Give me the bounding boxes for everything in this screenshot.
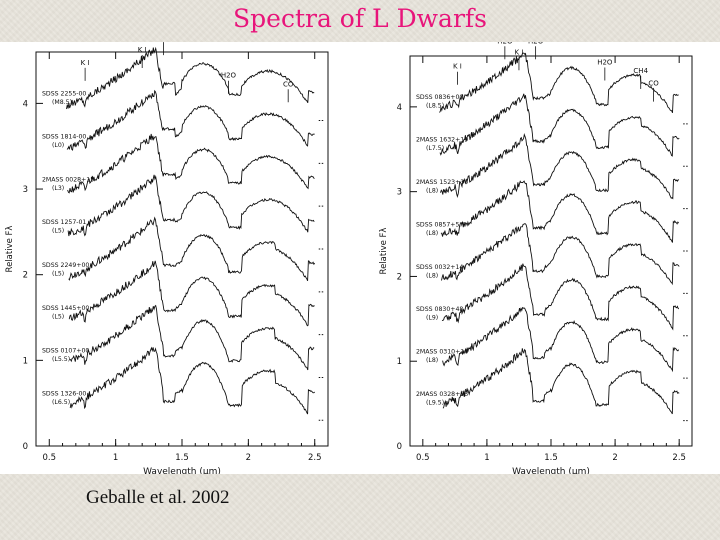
spectrum-line-1-4 [67, 174, 315, 237]
spectrum-line-2-6 [441, 263, 680, 331]
x-tick-label: 0.5 [416, 453, 430, 463]
series-label: SDSS 0830+48 [416, 306, 463, 313]
series-label: SDSS 0836+00 [416, 94, 463, 101]
series-type-label: (L3) [52, 185, 64, 192]
x-axis-label: Wavelength (μm) [512, 467, 590, 474]
series-label: SDSS 2249+00 [42, 262, 89, 269]
slide-title: Spectra of L Dwarfs [233, 4, 487, 33]
spectrum-line-2-7 [442, 306, 680, 373]
series-type-label: (L8) [426, 230, 438, 237]
feature-annotation: K I [453, 63, 462, 71]
series-type-label: (L7.5) [426, 145, 444, 152]
y-tick-label: 3 [23, 185, 28, 195]
y-tick-label: 0 [23, 442, 28, 452]
series-label: SDSS 1257-01 [42, 219, 86, 226]
series-label: 2MASS 0328+23 [416, 391, 468, 398]
y-tick-label: 1 [397, 357, 402, 367]
feature-annotation: K I [515, 48, 524, 56]
series-label: SDSS 1326-00 [42, 390, 86, 397]
series-type-label: (L8) [426, 188, 438, 195]
series-type-label: (L9) [426, 315, 438, 322]
feature-annotation: H2O [597, 58, 613, 66]
spectrum-line-1-5 [68, 216, 316, 282]
y-tick-label: 0 [397, 442, 402, 452]
series-type-label: (L6.5) [52, 399, 70, 406]
series-label: SDSS 0857+57 [416, 221, 463, 228]
series-label: SDSS 1814-00 [42, 134, 86, 141]
y-tick-label: 2 [397, 272, 402, 282]
x-tick-label: 1.5 [544, 453, 558, 463]
spectrum-line-2-8 [442, 348, 680, 415]
series-label: SDSS 1445+00 [42, 305, 89, 312]
x-tick-label: 2.5 [308, 453, 322, 463]
series-type-label: (L5.5) [52, 356, 70, 363]
series-label: 2MASS 1632+19 [416, 137, 468, 144]
spectrum-line-2-3 [440, 132, 680, 200]
feature-annotation: H2O [497, 42, 513, 45]
spectrum-line-2-1 [439, 52, 679, 114]
series-label: SDSS 2255-00 [42, 91, 86, 98]
spectrum-line-1-1 [66, 46, 315, 110]
y-tick-label: 2 [23, 271, 28, 281]
y-tick-label: 3 [397, 188, 402, 198]
spectrum-line-2-2 [439, 93, 680, 157]
feature-annotation: CO [283, 80, 294, 88]
y-tick-label: 1 [23, 356, 28, 366]
spectrum-line-2-5 [441, 223, 680, 286]
series-type-label: (L8.5) [426, 103, 444, 110]
spectrum-line-1-6 [68, 260, 315, 327]
spectrum-line-1-7 [69, 304, 315, 371]
feature-annotation: H2O [528, 42, 544, 45]
y-axis-label: Relative Fλ [379, 228, 389, 275]
feature-annotation: K I [138, 46, 147, 54]
spectrum-line-1-2 [66, 89, 315, 151]
series-type-label: (L5) [52, 228, 64, 235]
series-type-label: (M8.5) [52, 99, 72, 106]
x-tick-label: 1.5 [175, 453, 189, 463]
x-tick-label: 0.5 [43, 453, 57, 463]
series-label: 2MASS 0310+16 [416, 349, 468, 356]
spectrum-line-2-4 [440, 180, 680, 243]
series-label: SDSS 0107+00 [42, 348, 89, 355]
citation-text: Geballe et al. 2002 [86, 487, 230, 508]
y-tick-label: 4 [23, 99, 28, 109]
spectrum-line-1-3 [67, 133, 315, 194]
spectrum-line-1-8 [69, 346, 315, 415]
x-tick-label: 2.5 [672, 453, 686, 463]
spectra-figure: 0.5 1 1.5 2 2.5 0 1 2 3 4 Wavelength (μm) Relative … [0, 33, 720, 477]
series-label: SDSS 0032+14 [416, 264, 463, 271]
feature-annotation: H2O [221, 72, 237, 80]
series-type-label: (L5) [52, 313, 64, 320]
series-type-label: (L5) [52, 271, 64, 278]
x-tick-label: 2 [246, 453, 251, 463]
series-type-label: (L8) [426, 357, 438, 364]
y-tick-label: 4 [397, 103, 402, 113]
x-axis-label: Wavelength (μm) [143, 467, 221, 474]
x-tick-label: 1 [113, 453, 118, 463]
series-label: 2MASS 0028+15 [42, 176, 94, 183]
x-tick-label: 1 [484, 453, 489, 463]
feature-annotation: CH4 [633, 67, 648, 75]
x-tick-label: 2 [612, 453, 617, 463]
feature-annotation: CO [648, 80, 659, 88]
spectra-plots-svg: 0.5 1 1.5 2 2.5 0 1 2 3 4 Wavelength (μm) Relative … [5, 33, 693, 477]
series-type-label: (L8) [426, 272, 438, 279]
feature-annotation: K I [81, 59, 90, 67]
series-type-label: (L9.5) [426, 399, 444, 406]
y-axis-label: Relative Fλ [5, 226, 15, 273]
series-label: 2MASS 1523+30 [416, 179, 468, 186]
series-type-label: (L0) [52, 142, 64, 149]
